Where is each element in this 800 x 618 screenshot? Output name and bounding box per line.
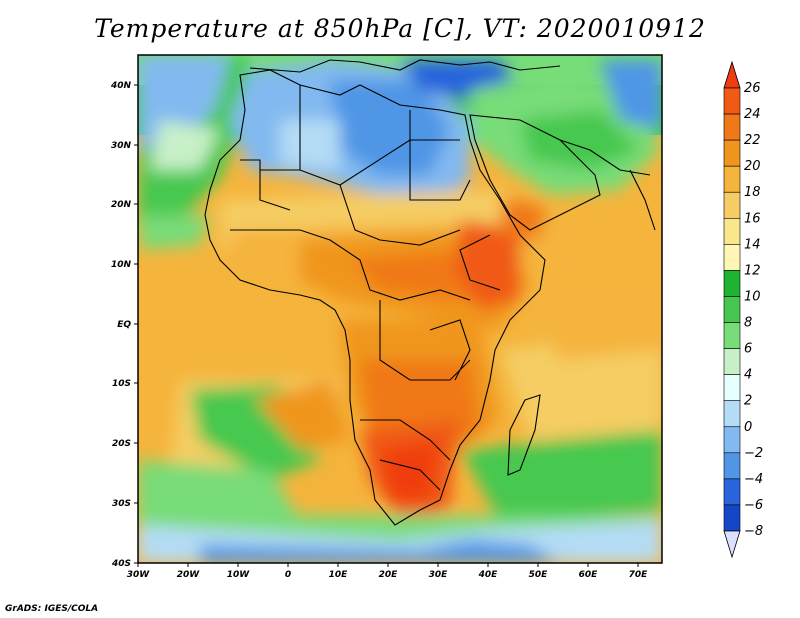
axis-ticks xyxy=(134,84,639,567)
credit-text: GrADS: IGES/COLA xyxy=(5,604,99,614)
colorbar-swatch xyxy=(723,270,741,297)
lat-tick-labels: 40N 30N 20N 10N EQ 10S 20S 30S 40S xyxy=(110,81,132,569)
colorbar-label: −6 xyxy=(744,498,763,513)
lat-label: 30N xyxy=(111,141,132,151)
colorbar-swatch xyxy=(723,322,741,349)
lat-label: EQ xyxy=(117,320,131,330)
lon-label: 40E xyxy=(478,570,499,580)
colorbar-label: 10 xyxy=(744,289,761,304)
colorbar-swatch xyxy=(723,452,741,480)
colorbar-top-arrow xyxy=(723,60,741,89)
colorbar-swatch xyxy=(723,426,741,454)
colorbar-swatch xyxy=(723,504,741,532)
colorbar-swatch xyxy=(723,348,741,375)
colorbar-bottom-arrow xyxy=(723,530,741,559)
lon-label: 30W xyxy=(127,570,151,580)
colorbar-swatch xyxy=(723,113,741,141)
colorbar-swatch xyxy=(723,87,741,115)
lon-label: 70E xyxy=(629,570,649,580)
colorbar-swatch xyxy=(723,478,741,506)
colorbar-label: −2 xyxy=(744,446,763,461)
colorbar-label: 26 xyxy=(744,81,761,96)
lat-label: 20N xyxy=(111,200,132,210)
colorbar-swatch xyxy=(723,139,741,167)
lat-label: 20S xyxy=(112,439,131,449)
lat-label: 10S xyxy=(112,379,131,389)
colorbar-label: 8 xyxy=(744,316,752,331)
lat-label: 40S xyxy=(111,559,131,569)
colorbar-label: 12 xyxy=(744,263,761,278)
page-title: Temperature at 850hPa [C], VT: 202001091… xyxy=(94,14,706,43)
lon-tick-labels: 30W 20W 10W 0 10E 20E 30E 40E 50E 60E 70… xyxy=(127,570,648,580)
temperature-field xyxy=(138,55,662,563)
colorbar-swatch xyxy=(723,191,741,219)
lon-label: 60E xyxy=(579,570,599,580)
colorbar-swatch xyxy=(723,217,741,245)
colorbar-label: 16 xyxy=(744,211,761,226)
lon-label: 10W xyxy=(227,570,251,580)
colorbar-swatch xyxy=(723,244,741,271)
coastline xyxy=(204,59,656,526)
colorbar-swatch xyxy=(723,400,741,428)
colorbar-label: 14 xyxy=(744,237,761,252)
lon-label: 20W xyxy=(177,570,201,580)
lon-label: 30E xyxy=(429,570,449,580)
colorbar-label: −8 xyxy=(744,524,763,539)
lon-label: 0 xyxy=(285,570,291,580)
colorbar-label: 2 xyxy=(744,394,752,409)
colorbar-label: 24 xyxy=(744,107,761,122)
colorbar-label: −4 xyxy=(744,472,763,487)
map-frame xyxy=(137,54,663,564)
colorbar-label: 6 xyxy=(744,342,752,357)
colorbar-swatch xyxy=(723,374,741,402)
colorbar-swatch xyxy=(723,165,741,193)
colorbar-label: 22 xyxy=(744,133,761,148)
colorbar-label: 4 xyxy=(744,368,752,383)
lon-label: 50E xyxy=(529,570,549,580)
lon-label: 10E xyxy=(329,570,349,580)
lat-label: 30S xyxy=(112,499,131,509)
colorbar-swatch xyxy=(723,296,741,323)
lat-label: 10N xyxy=(111,260,132,270)
colorbar-label: 20 xyxy=(744,159,761,174)
lat-label: 40N xyxy=(110,81,132,91)
lon-label: 20E xyxy=(379,570,399,580)
colorbar-label: 0 xyxy=(744,420,752,435)
colorbar-label: 18 xyxy=(744,185,761,200)
